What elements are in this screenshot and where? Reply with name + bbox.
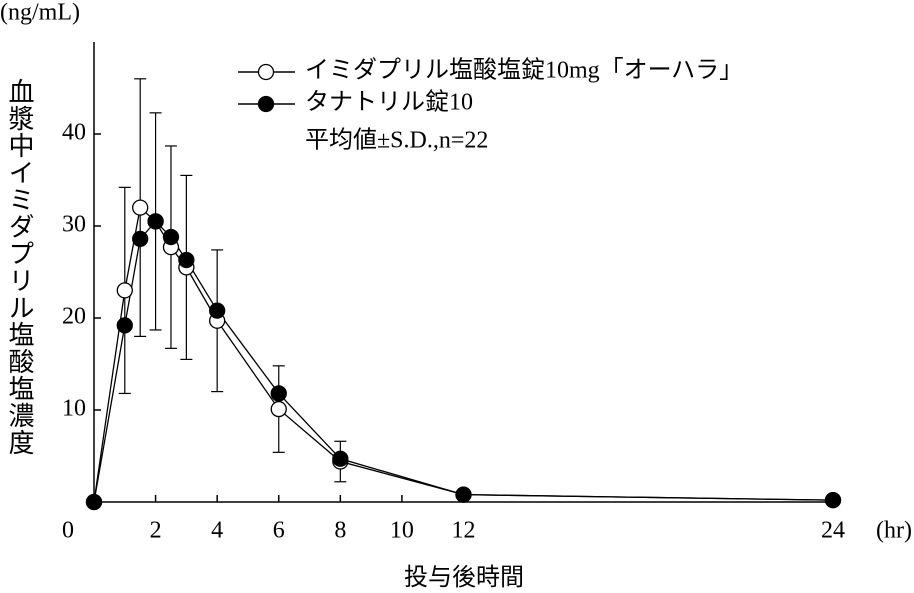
data-point	[270, 400, 287, 418]
x-tick-label: 8	[334, 518, 346, 544]
x-unit: (hr)	[876, 518, 912, 544]
x-tick-label: 4	[211, 518, 223, 544]
legend-note: 平均値±S.D.,n=22	[305, 127, 488, 154]
legend-marker	[257, 95, 275, 113]
data-point	[209, 302, 226, 319]
x-tick-label: 2	[150, 518, 162, 544]
x-tick-label: 6	[273, 518, 285, 544]
legend-marker	[257, 63, 275, 81]
data-point	[270, 385, 287, 402]
data-point	[332, 450, 349, 467]
data-point	[116, 317, 133, 334]
y-tick-label: 40	[62, 120, 86, 146]
y-tick-label: 30	[62, 212, 86, 238]
y-axis-label: 血漿中イミダプリル塩酸塩濃度	[4, 78, 34, 456]
data-point	[178, 251, 195, 269]
data-point	[824, 492, 842, 509]
legend-label: イミダプリル塩酸塩錠10mg「オーハラ」	[305, 57, 743, 84]
data-point	[147, 213, 164, 230]
legend-label: タナトリル錠10	[305, 89, 473, 116]
x-tick-label: 12	[452, 518, 476, 544]
x-tick-label: 24	[821, 518, 845, 544]
y-unit: (ng/mL)	[0, 0, 80, 26]
series-line	[93, 206, 834, 503]
data-point	[116, 282, 133, 299]
data-point	[85, 493, 103, 511]
data-point	[162, 228, 180, 246]
x-tick-label: 10	[390, 518, 414, 544]
series-line	[93, 220, 834, 503]
data-point	[132, 199, 149, 216]
data-point	[455, 486, 472, 503]
x-tick-label: 0	[62, 518, 74, 544]
data-point	[132, 230, 149, 248]
x-axis-label: 投与後時間	[404, 563, 524, 591]
y-tick-label: 10	[62, 396, 86, 422]
y-tick-label: 20	[62, 304, 86, 330]
